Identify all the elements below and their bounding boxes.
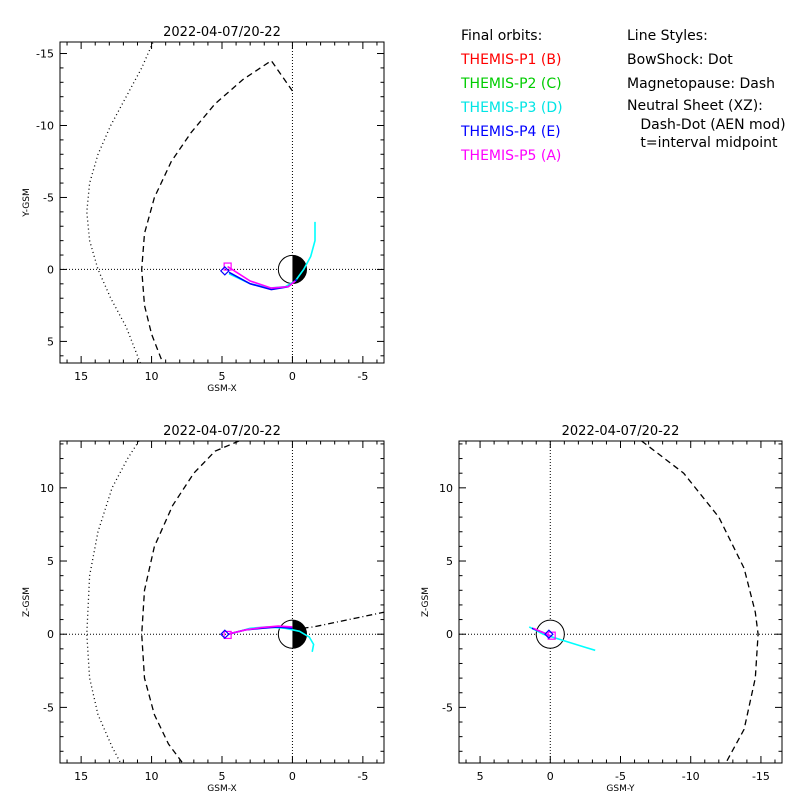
y-tick-label: -5 [43,701,54,714]
orbits-legend-heading: Final orbits: [461,28,543,44]
plot-title: 2022-04-07/20-22 [562,424,680,439]
plot-title: 2022-04-07/20-22 [163,424,281,439]
line-styles-heading: Line Styles: [627,28,708,44]
orbit-themis-p3 [528,626,596,652]
y-tick-label: 10 [40,482,54,495]
x-tick-label: -15 [752,770,770,783]
x-tick-label: 5 [477,770,484,783]
plot-title: 2022-04-07/20-22 [163,25,281,40]
x-tick-label: 0 [289,770,296,783]
plot-panel-yz: 5 0 -5 -10 -15 -5 0 5 10 2022-04-07/20-22 GSM-Y Z-G… [421,424,783,794]
line-style-neutral-sheet-time: t=interval midpoint [627,135,778,151]
plot-area-xy [60,42,384,363]
magnetopause-line [141,441,240,763]
plot-area-xz [60,441,384,763]
marker-diamond-themis-p4 [544,629,554,640]
orbit-themis-p5 [533,627,553,638]
marker-square-themis-p5 [223,630,232,640]
plot-frame [59,440,385,764]
y-tick-label: -5 [43,191,54,204]
x-tick-label: 10 [145,370,159,383]
earth-icon [535,619,565,649]
y-tick-label: -10 [36,119,54,132]
orbit-themis-p5 [227,265,296,289]
x-tick-label: 15 [74,770,88,783]
orbits-legend: Final orbits: THEMIS-P1 (B) THEMIS-P2 (C… [461,24,563,168]
legend-item-p1: THEMIS-P1 (B) [461,52,562,68]
plot-frame [59,41,385,364]
magnetopause-line [141,59,293,363]
y-tick-label: 5 [47,335,54,348]
plot-panel-xy: 15 10 5 0 -5 5 0 -5 -10 -15 2022-04-07/20-22 GSM-X Y… [22,25,385,394]
y-tick-label: 5 [446,555,453,568]
y-tick-label: 0 [47,263,54,276]
x-axis-label: GSM-X [207,384,236,394]
line-styles-legend: Line Styles: BowShock: Dot Magnetopause:… [627,24,786,152]
legend-item-p2: THEMIS-P2 (C) [461,76,562,92]
y-tick-label: 0 [47,628,54,641]
y-tick-label: 0 [446,628,453,641]
legend-item-p5: THEMIS-P5 (A) [461,148,562,164]
marker-diamond-themis-p4 [219,266,230,276]
earth-night-side [292,620,307,649]
y-tick-label: 10 [439,482,453,495]
neutral-sheet-line [289,611,384,631]
x-tick-label: 0 [289,370,296,383]
line-style-magnetopause: Magnetopause: Dash [627,76,776,92]
x-tick-label: 15 [74,370,88,383]
bow-shock-line [86,42,154,363]
marker-diamond-themis-p4 [219,629,230,640]
x-tick-label: 5 [219,770,226,783]
x-tick-label: -5 [615,770,626,783]
legend-item-p3: THEMIS-P3 (D) [461,100,563,116]
y-tick-label: -15 [36,48,54,61]
plot-frame [458,440,783,764]
x-tick-label: -10 [682,770,700,783]
bow-shock-line [86,441,140,763]
line-style-neutral-sheet-desc: Dash-Dot (AEN mod) [627,117,786,133]
x-tick-label: 5 [219,370,226,383]
y-axis-label: Z-GSM [421,587,431,617]
y-axis-label: Y-GSM [22,188,32,217]
line-style-bowshock: BowShock: Dot [627,52,733,68]
magnetopause-line [641,441,759,763]
legend-item-p4: THEMIS-P4 (E) [461,124,561,140]
x-tick-label: 10 [145,770,159,783]
earth-night-side [292,255,307,284]
y-tick-label: -5 [442,701,453,714]
y-axis-label: Z-GSM [22,587,32,617]
plot-area-yz [459,441,782,763]
line-style-neutral-sheet: Neutral Sheet (XZ): [627,98,763,114]
x-tick-label: -5 [357,770,368,783]
x-axis-label: GSM-Y [606,784,635,794]
x-tick-label: -5 [357,370,368,383]
y-tick-label: 5 [47,555,54,568]
plot-panel-xz: 15 10 5 0 -5 -5 0 5 10 2022-04-07/20-22 GSM-X Z-GSM [22,424,385,794]
x-axis-label: GSM-X [207,784,236,794]
x-tick-label: 0 [547,770,554,783]
orbit-themis-p5 [227,625,293,635]
